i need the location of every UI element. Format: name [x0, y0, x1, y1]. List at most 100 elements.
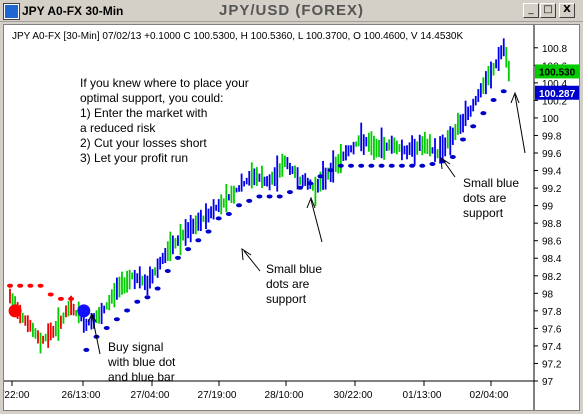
- price-bar: [11, 293, 14, 307]
- price-bar: [360, 122, 363, 152]
- price-bar: [383, 136, 386, 160]
- price-bar: [304, 173, 307, 186]
- chart-area[interactable]: 100.8100.6100.4100.210099.899.699.499.29…: [3, 24, 580, 411]
- support-dot: [358, 163, 365, 168]
- support-dot: [429, 162, 436, 167]
- price-bar: [261, 165, 263, 189]
- callout-line: with blue dot: [107, 355, 176, 369]
- price-bar: [149, 266, 151, 289]
- close-button[interactable]: X: [559, 3, 575, 18]
- price-bar: [34, 328, 37, 339]
- intro-line: If you knew where to place your: [80, 76, 249, 90]
- price-bar: [143, 274, 146, 291]
- callout-line: support: [266, 292, 307, 306]
- title-bar[interactable]: JPY A0-FX 30-Min JPY/USD (FOREX) _ □ X: [0, 0, 583, 22]
- price-bar: [169, 231, 172, 262]
- price-bar: [339, 143, 342, 174]
- price-bar: [215, 204, 218, 211]
- price-bar: [9, 288, 11, 304]
- y-tick-label: 99: [542, 202, 554, 213]
- price-bar: [141, 275, 144, 286]
- symbol-title: JPY/USD (FOREX): [218, 2, 365, 19]
- price-bar: [121, 271, 123, 295]
- price-bar: [197, 212, 200, 231]
- app-icon: [4, 4, 19, 19]
- price-bar: [436, 149, 439, 159]
- y-tick-label: 98.8: [542, 219, 562, 230]
- last-price-label: 100.287: [539, 89, 576, 100]
- support-dot: [327, 168, 334, 173]
- price-bar: [52, 325, 55, 338]
- y-tick-label: 97.8: [542, 307, 562, 318]
- red-dot: [68, 296, 75, 301]
- price-bar: [37, 330, 39, 344]
- price-bar: [418, 134, 421, 151]
- price-bar: [505, 46, 508, 68]
- price-bar: [220, 194, 223, 215]
- support-dot: [164, 269, 171, 273]
- price-bar: [385, 142, 388, 151]
- price-bar: [115, 277, 118, 300]
- maximize-button[interactable]: □: [540, 3, 556, 18]
- price-bar: [291, 166, 294, 174]
- price-bar: [42, 335, 44, 344]
- support-dot: [419, 163, 426, 168]
- price-bar: [403, 145, 406, 155]
- price-bar: [179, 223, 182, 256]
- support-dot: [449, 155, 456, 159]
- price-bar: [113, 282, 116, 308]
- price-bar: [199, 209, 202, 232]
- price-bar: [93, 313, 95, 329]
- support-dot: [276, 194, 283, 199]
- price-chart[interactable]: 100.8100.6100.4100.210099.899.699.499.29…: [4, 25, 579, 410]
- x-tick-label: 27/19:00: [198, 390, 237, 401]
- price-bar: [347, 145, 350, 157]
- callout-line: Buy signal: [108, 340, 163, 354]
- price-bar: [362, 134, 365, 155]
- price-bar: [184, 219, 187, 246]
- arrow-head-support-1: [241, 248, 252, 261]
- support-dot: [297, 185, 304, 190]
- y-tick-label: 98.4: [542, 254, 562, 265]
- price-bar: [457, 112, 459, 135]
- callout-line: dots are: [463, 191, 507, 205]
- minimize-button[interactable]: _: [523, 3, 539, 18]
- red-dot: [17, 283, 24, 288]
- support-dot: [378, 163, 385, 168]
- price-bar: [492, 62, 495, 76]
- intro-line: optimal support, you could:: [80, 91, 223, 105]
- y-tick-label: 97: [542, 377, 554, 388]
- price-bar: [434, 138, 436, 162]
- callout-arrows: [87, 91, 526, 355]
- y-tick-label: 97.4: [542, 342, 562, 353]
- price-bar: [507, 60, 510, 82]
- price-tags: 100.530 100.287: [535, 64, 579, 100]
- price-bar: [345, 145, 347, 161]
- arrow-head-support-3: [440, 157, 451, 170]
- price-bar: [21, 312, 24, 323]
- x-tick-label: 25/22:00: [4, 390, 30, 401]
- support-dot: [480, 111, 487, 116]
- x-tick-label: 30/22:00: [334, 390, 373, 401]
- price-bar: [222, 198, 225, 208]
- arrow-head-support-4: [510, 91, 520, 104]
- red-dot: [47, 292, 54, 297]
- price-bar: [255, 167, 258, 186]
- price-bar: [276, 155, 279, 192]
- price-bar: [329, 162, 332, 182]
- price-bar: [398, 144, 401, 152]
- price-bar: [164, 248, 167, 264]
- price-bar: [227, 194, 230, 201]
- price-bar: [65, 305, 67, 318]
- price-bar: [210, 206, 212, 219]
- price-bar: [485, 71, 487, 95]
- price-bar: [390, 135, 393, 154]
- price-bar: [95, 310, 98, 323]
- y-tick-label: 98: [542, 289, 554, 300]
- price-bar: [248, 171, 251, 186]
- price-bar: [57, 307, 60, 341]
- price-bar: [459, 114, 462, 134]
- high-price-label: 100.530: [539, 67, 576, 78]
- support-dot: [236, 203, 243, 208]
